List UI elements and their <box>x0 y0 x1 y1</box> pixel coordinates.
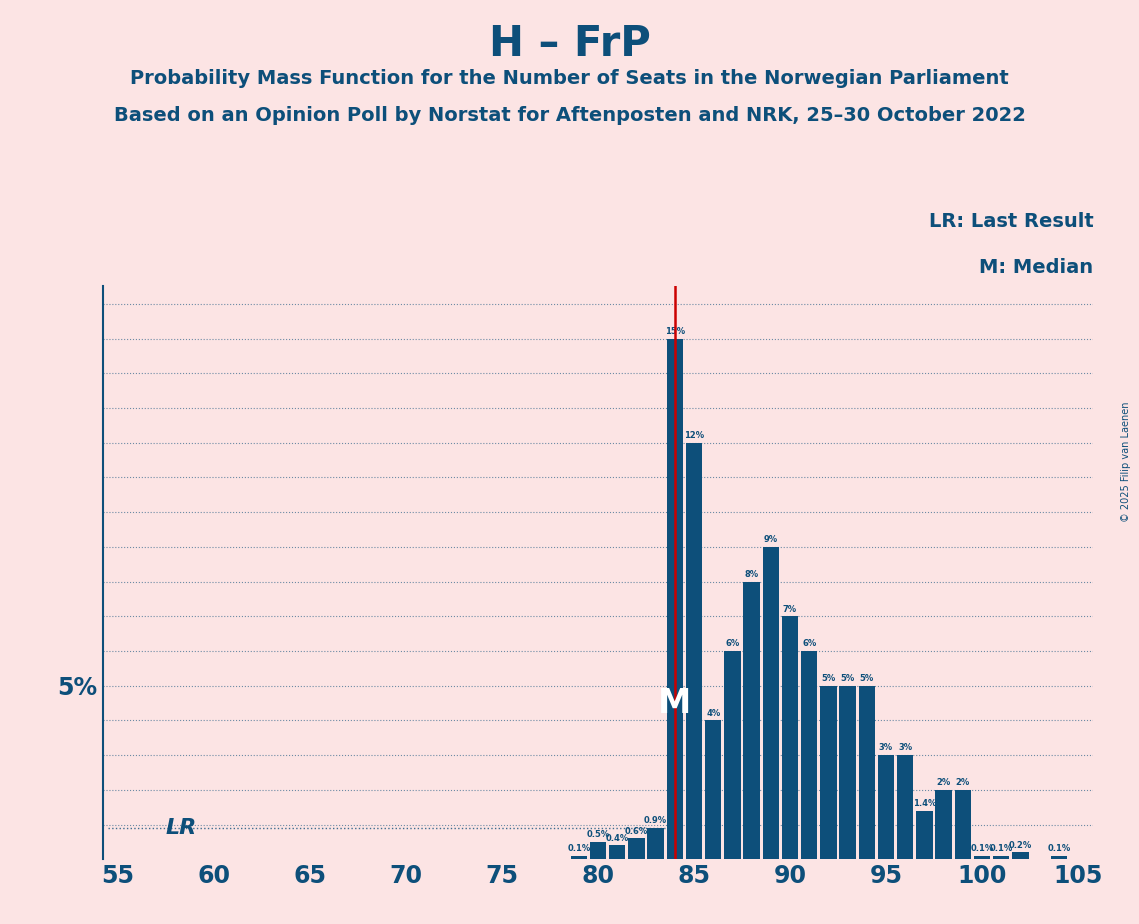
Text: 0.1%: 0.1% <box>1047 844 1071 853</box>
Bar <box>763 547 779 859</box>
Bar <box>993 856 1009 859</box>
Bar <box>974 856 990 859</box>
Bar <box>820 686 836 859</box>
Text: 5%: 5% <box>821 674 836 683</box>
Text: 2%: 2% <box>956 778 970 787</box>
Text: 0.1%: 0.1% <box>567 844 590 853</box>
Text: 0.6%: 0.6% <box>625 827 648 835</box>
Text: 2%: 2% <box>936 778 951 787</box>
Text: 15%: 15% <box>665 327 685 335</box>
Text: 0.1%: 0.1% <box>990 844 1013 853</box>
Text: 6%: 6% <box>802 639 817 649</box>
Bar <box>666 338 683 859</box>
Bar <box>954 790 972 859</box>
Text: 9%: 9% <box>764 535 778 544</box>
Text: 3%: 3% <box>879 744 893 752</box>
Bar <box>590 842 606 859</box>
Text: M: M <box>658 687 691 720</box>
Text: 0.9%: 0.9% <box>644 816 667 825</box>
Bar <box>647 828 664 859</box>
Text: 0.5%: 0.5% <box>587 830 609 839</box>
Bar <box>571 856 587 859</box>
Text: 1.4%: 1.4% <box>912 799 936 808</box>
Bar <box>724 651 740 859</box>
Text: 5%: 5% <box>841 674 854 683</box>
Bar <box>1050 856 1067 859</box>
Text: 0.2%: 0.2% <box>1009 841 1032 849</box>
Text: 12%: 12% <box>683 431 704 440</box>
Bar <box>859 686 875 859</box>
Bar <box>629 838 645 859</box>
Text: 4%: 4% <box>706 709 720 718</box>
Text: 8%: 8% <box>745 570 759 578</box>
Text: 5%: 5% <box>860 674 874 683</box>
Text: 6%: 6% <box>726 639 739 649</box>
Text: © 2025 Filip van Laenen: © 2025 Filip van Laenen <box>1121 402 1131 522</box>
Bar <box>1013 852 1029 859</box>
Text: Probability Mass Function for the Number of Seats in the Norwegian Parliament: Probability Mass Function for the Number… <box>130 69 1009 89</box>
Bar <box>839 686 855 859</box>
Text: 0.4%: 0.4% <box>606 833 629 843</box>
Bar <box>744 581 760 859</box>
Bar <box>705 721 721 859</box>
Bar <box>878 755 894 859</box>
Text: LR: LR <box>166 818 197 838</box>
Text: 3%: 3% <box>899 744 912 752</box>
Text: 7%: 7% <box>782 604 797 614</box>
Bar <box>801 651 818 859</box>
Bar <box>609 845 625 859</box>
Bar <box>898 755 913 859</box>
Text: LR: Last Result: LR: Last Result <box>928 212 1093 231</box>
Bar <box>935 790 952 859</box>
Bar <box>781 616 798 859</box>
Text: 0.1%: 0.1% <box>970 844 993 853</box>
Bar <box>916 810 933 859</box>
Bar <box>686 443 702 859</box>
Text: M: Median: M: Median <box>980 258 1093 277</box>
Text: Based on an Opinion Poll by Norstat for Aftenposten and NRK, 25–30 October 2022: Based on an Opinion Poll by Norstat for … <box>114 106 1025 126</box>
Text: H – FrP: H – FrP <box>489 23 650 65</box>
